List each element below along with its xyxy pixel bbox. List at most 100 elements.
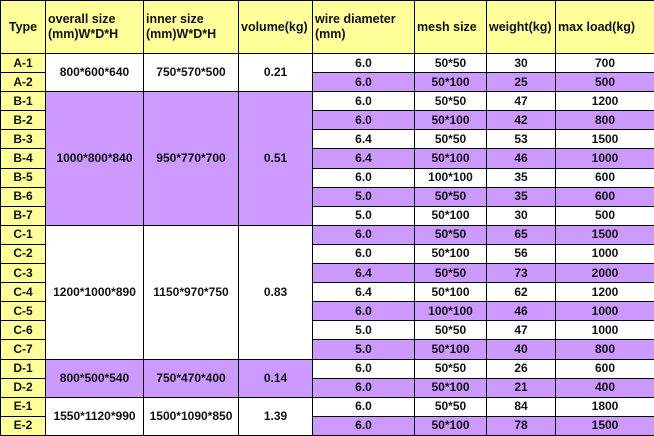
- table-cell: 0.51: [238, 91, 313, 226]
- table-cell: 800*500*540: [45, 358, 144, 398]
- table-cell: 600: [555, 358, 654, 379]
- table-cell: 2000: [555, 263, 654, 284]
- column-header: wire diameter (mm): [312, 0, 415, 54]
- table-cell: 50*100: [414, 282, 487, 303]
- table-cell: 6.0: [312, 91, 415, 112]
- table-cell: 6.0: [312, 52, 415, 74]
- table-cell: 600: [555, 186, 654, 207]
- table-cell: 78: [486, 415, 556, 436]
- table-cell: 6.4: [312, 129, 415, 150]
- table-cell: 65: [486, 224, 556, 245]
- column-header: inner size (mm)W*D*H: [143, 0, 239, 54]
- table-cell: 6.0: [312, 396, 415, 417]
- table-row: C-2 6.0 50*100 56 1000: [0, 243, 654, 265]
- table-cell: 6.0: [312, 301, 415, 322]
- table-cell: 40: [486, 339, 556, 360]
- table-cell: 50*50: [414, 358, 487, 379]
- table-cell: 1000: [555, 301, 654, 322]
- table-cell: 50*50: [414, 52, 487, 74]
- table-cell: D-2: [0, 377, 46, 398]
- table-row: B-4 6.4 50*100 46 1000: [0, 148, 654, 169]
- table-cell: 1500: [555, 129, 654, 150]
- table-cell: 750*570*500: [143, 52, 239, 93]
- table-row: B-5 6.0 100*100 35 600: [0, 167, 654, 188]
- table-cell: 26: [486, 358, 556, 379]
- table-cell: 53: [486, 129, 556, 150]
- table-cell: B-4: [0, 148, 46, 169]
- table-row: C-1 1200*1000*890 1150*970*750 0.83 6.0 50*50…: [0, 224, 654, 360]
- table-cell: 6.0: [312, 224, 415, 245]
- table-cell: 1500: [555, 415, 654, 436]
- table-cell: 1.39: [238, 396, 313, 436]
- table-cell: 1500: [555, 224, 654, 245]
- table-cell: 750*470*400: [143, 358, 239, 398]
- table-cell: 1000: [555, 243, 654, 265]
- table-cell: B-7: [0, 205, 46, 226]
- table-cell: 6.4: [312, 282, 415, 303]
- table-cell: 21: [486, 377, 556, 398]
- table-row: D-1 800*500*540 750*470*400 0.14 6.0 50*50 26 6…: [0, 358, 654, 398]
- table-cell: E-1: [0, 396, 46, 417]
- table-cell: 6.0: [312, 415, 415, 436]
- table-cell: 6.0: [312, 358, 415, 379]
- table-cell: D-1: [0, 358, 46, 379]
- table-cell: 50*100: [414, 72, 487, 93]
- table-cell: 700: [555, 52, 654, 74]
- table-cell: 0.21: [238, 52, 313, 93]
- table-cell: 50*100: [414, 148, 487, 169]
- table-cell: 50*100: [414, 415, 487, 436]
- table-row: B-6 5.0 50*50 35 600: [0, 186, 654, 207]
- table-cell: 500: [555, 205, 654, 226]
- table-cell: 5.0: [312, 186, 415, 207]
- table-cell: 100*100: [414, 167, 487, 188]
- table-cell: 800*600*640: [45, 52, 144, 93]
- table-cell: 46: [486, 301, 556, 322]
- table-cell: 0.14: [238, 358, 313, 398]
- table-cell: 1200: [555, 91, 654, 112]
- table-cell: 42: [486, 110, 556, 131]
- table-cell: 50*100: [414, 243, 487, 265]
- table-cell: E-2: [0, 415, 46, 436]
- table-cell: A-2: [0, 72, 46, 93]
- table-cell: 100*100: [414, 301, 487, 322]
- table-cell: 1150*970*750: [143, 224, 239, 360]
- column-header: max load(kg): [555, 0, 654, 54]
- table-cell: 46: [486, 148, 556, 169]
- table-cell: 800: [555, 339, 654, 360]
- table-cell: 73: [486, 263, 556, 284]
- table-cell: 50*50: [414, 224, 487, 245]
- table-cell: 50*50: [414, 186, 487, 207]
- table-cell: 5.0: [312, 339, 415, 360]
- table-cell: 500: [555, 72, 654, 93]
- table-cell: 25: [486, 72, 556, 93]
- table-cell: 5.0: [312, 320, 415, 341]
- table-cell: 50*100: [414, 339, 487, 360]
- column-header: weight(kg): [486, 0, 556, 54]
- table-cell: B-6: [0, 186, 46, 207]
- table-cell: C-5: [0, 301, 46, 322]
- table-cell: 1800: [555, 396, 654, 417]
- table-cell: 35: [486, 186, 556, 207]
- table-row: C-3 6.4 50*50 73 2000: [0, 263, 654, 284]
- column-header: volume(kg): [238, 0, 313, 54]
- table-cell: 50*50: [414, 91, 487, 112]
- table-cell: 1550*1120*990: [45, 396, 144, 436]
- table-cell: C-1: [0, 224, 46, 245]
- table-cell: 35: [486, 167, 556, 188]
- table-cell: 6.0: [312, 377, 415, 398]
- column-header: overall size (mm)W*D*H: [45, 0, 144, 54]
- table-cell: A-1: [0, 52, 46, 74]
- column-header: Type: [0, 0, 46, 54]
- table-cell: C-7: [0, 339, 46, 360]
- table-cell: 6.0: [312, 72, 415, 93]
- table-cell: 62: [486, 282, 556, 303]
- table-cell: C-2: [0, 243, 46, 265]
- table-cell: 6.4: [312, 148, 415, 169]
- table-cell: 50*50: [414, 129, 487, 150]
- table-cell: 47: [486, 91, 556, 112]
- table-row: E-1 1550*1120*990 1500*1090*850 1.39 6.0 50*5…: [0, 396, 654, 436]
- table-row: A-1 800*600*640 750*570*500 0.21 6.0 50*50 30 7…: [0, 52, 654, 93]
- table-cell: B-3: [0, 129, 46, 150]
- table-row: D-2 6.0 50*100 21 400: [0, 377, 654, 398]
